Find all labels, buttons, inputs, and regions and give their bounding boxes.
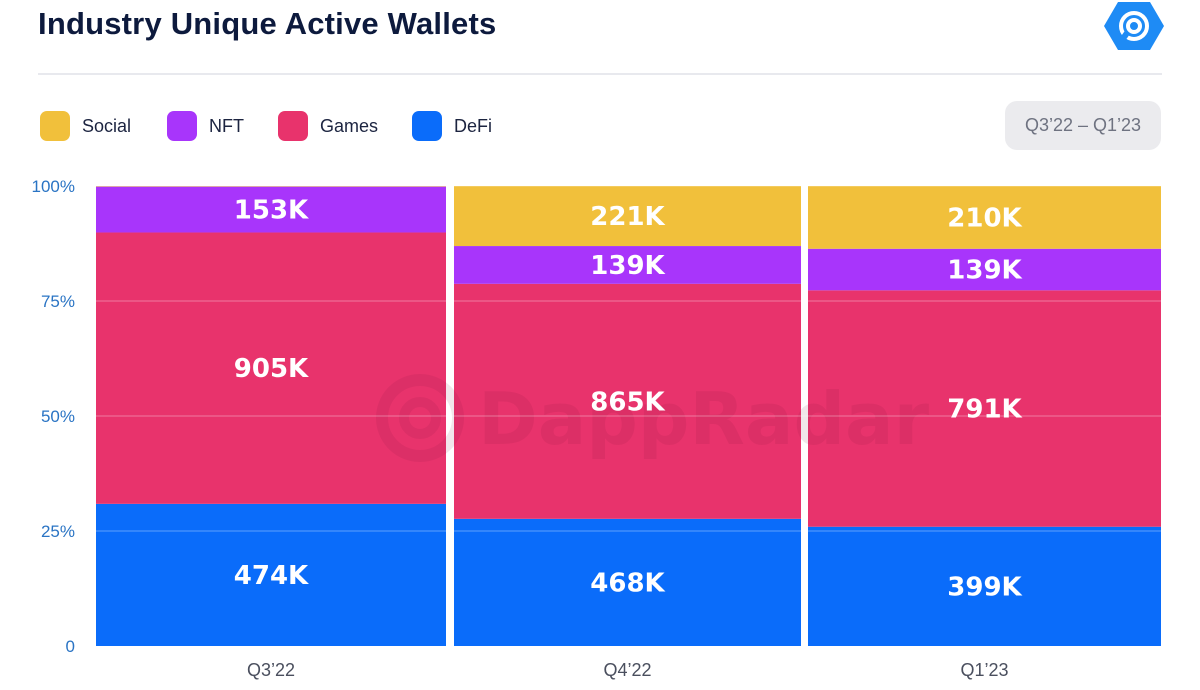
legend-item-defi[interactable]: DeFi (412, 110, 492, 142)
bar-segment-games[interactable] (454, 283, 801, 519)
y-tick-label: 0 (66, 637, 75, 656)
legend-swatch-games (278, 111, 308, 141)
y-tick-label: 100% (32, 177, 75, 196)
y-axis: 0 25% 50% 75% 100% (32, 177, 75, 656)
data-label-nft: 139K (947, 256, 1022, 286)
legend-label-nft: NFT (209, 115, 244, 136)
legend-label-social: Social (82, 115, 132, 136)
segment-labels: 474K 905K 153K 468K 865K 139K 221K 399K 791K 139K… (234, 196, 1023, 603)
legend-swatch-social (40, 111, 70, 141)
data-label-games: 865K (590, 387, 665, 417)
data-label-social: 210K (947, 203, 1022, 233)
bar-segment-social[interactable] (808, 186, 1161, 249)
chart-title: Industry Unique Active Wallets (38, 6, 497, 41)
legend-item-games[interactable]: Games (278, 110, 378, 142)
bar-segment-defi[interactable] (96, 503, 446, 646)
bar-segment-nft[interactable] (808, 248, 1161, 291)
bar-segment-games[interactable] (808, 290, 1161, 527)
legend-label-defi: DeFi (454, 115, 493, 136)
y-tick-label: 75% (41, 292, 75, 311)
data-label-defi: 468K (590, 568, 665, 598)
data-label-games: 905K (234, 354, 309, 384)
y-tick-label: 50% (41, 407, 75, 426)
bar-segment-nft[interactable] (454, 246, 801, 284)
stacked-bar-chart: 0 25% 50% 75% 100% DappRadar 474K 905K 153K 468… (32, 177, 1162, 680)
y-tick-label: 25% (41, 522, 75, 541)
watermark-text: DappRadar (478, 377, 930, 461)
legend-label-games: Games (320, 115, 379, 136)
dappradar-logo-icon (1104, 2, 1164, 50)
bars (96, 186, 1161, 646)
bar-segment-defi[interactable] (808, 526, 1161, 646)
legend-item-nft[interactable]: NFT (167, 110, 244, 142)
data-label-games: 791K (947, 395, 1022, 425)
legend-swatch-nft (167, 111, 197, 141)
gridlines-overlay (95, 185, 1162, 532)
legend-swatch-defi (412, 111, 442, 141)
date-range-selector[interactable]: Q3’22 – Q1’23 (1005, 101, 1161, 150)
bar-segment-games[interactable] (96, 232, 446, 504)
data-label-social: 221K (590, 202, 665, 232)
bar-segment-social[interactable] (454, 186, 801, 247)
data-label-defi: 399K (947, 572, 1022, 602)
bar-segment-social[interactable] (96, 186, 446, 187)
x-axis: Q3’22 Q4’22 Q1’23 (247, 660, 1009, 680)
x-tick-label: Q4’22 (603, 660, 651, 680)
bar-segment-defi[interactable] (454, 518, 801, 646)
watermark-logo-icon (376, 374, 464, 462)
header-divider (38, 73, 1162, 75)
x-tick-label: Q1’23 (960, 660, 1008, 680)
legend-item-social[interactable]: Social (40, 110, 131, 142)
bar-segment-nft[interactable] (96, 186, 446, 233)
x-tick-label: Q3’22 (247, 660, 295, 680)
data-label-nft: 153K (234, 196, 309, 226)
data-label-defi: 474K (234, 561, 309, 591)
watermark: DappRadar (376, 374, 930, 462)
data-label-nft: 139K (590, 251, 665, 281)
